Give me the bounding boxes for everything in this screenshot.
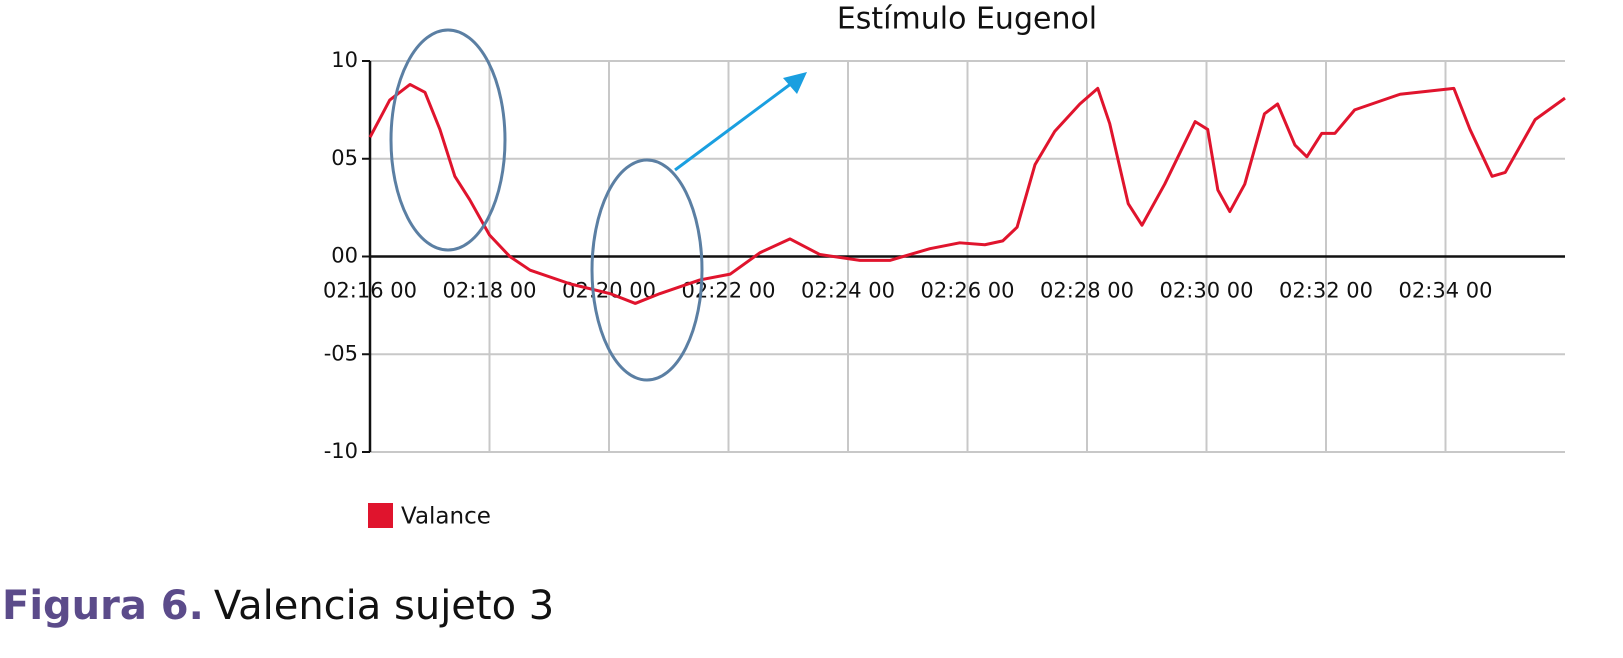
caption-label: Figura 6. <box>2 583 204 629</box>
x-tick-label: 02:22 00 <box>682 279 776 303</box>
arrow <box>674 81 793 172</box>
x-tick-label: 02:26 00 <box>921 279 1015 303</box>
data-line <box>368 82 1566 305</box>
highlight-ellipse <box>590 158 704 382</box>
highlight-ellipse <box>389 28 507 252</box>
arrow-head <box>783 72 807 94</box>
y-tick-label: 05 <box>331 146 358 170</box>
x-tick-label: 02:32 00 <box>1279 279 1373 303</box>
chart-title: Estímulo Eugenol <box>837 2 1097 37</box>
x-tick-label: 02:28 00 <box>1040 279 1134 303</box>
x-tick-label: 02:30 00 <box>1160 279 1254 303</box>
legend: Valance <box>368 503 491 530</box>
y-tick-label: 00 <box>331 244 358 268</box>
y-tick-label: 10 <box>331 48 358 72</box>
legend-swatch <box>368 503 393 528</box>
legend-label: Valance <box>401 504 491 530</box>
x-tick-label: 02:18 00 <box>443 279 537 303</box>
y-tick-label: -05 <box>324 341 358 365</box>
caption: Figura 6. Valencia sujeto 3 <box>2 583 554 629</box>
x-tick-label: 02:34 00 <box>1399 279 1493 303</box>
y-tick-label: -10 <box>324 439 358 463</box>
caption-text: Valencia sujeto 3 <box>214 583 554 629</box>
x-tick-label: 02:20 00 <box>562 279 656 303</box>
x-tick-label: 02:24 00 <box>801 279 895 303</box>
plot <box>368 82 1566 305</box>
